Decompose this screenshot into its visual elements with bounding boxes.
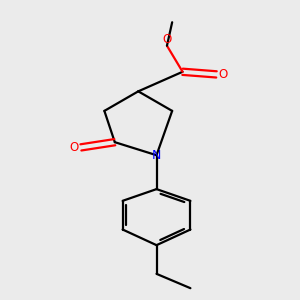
Text: O: O	[70, 141, 79, 154]
Text: O: O	[218, 68, 228, 81]
Text: N: N	[152, 149, 161, 162]
Text: O: O	[162, 33, 172, 46]
